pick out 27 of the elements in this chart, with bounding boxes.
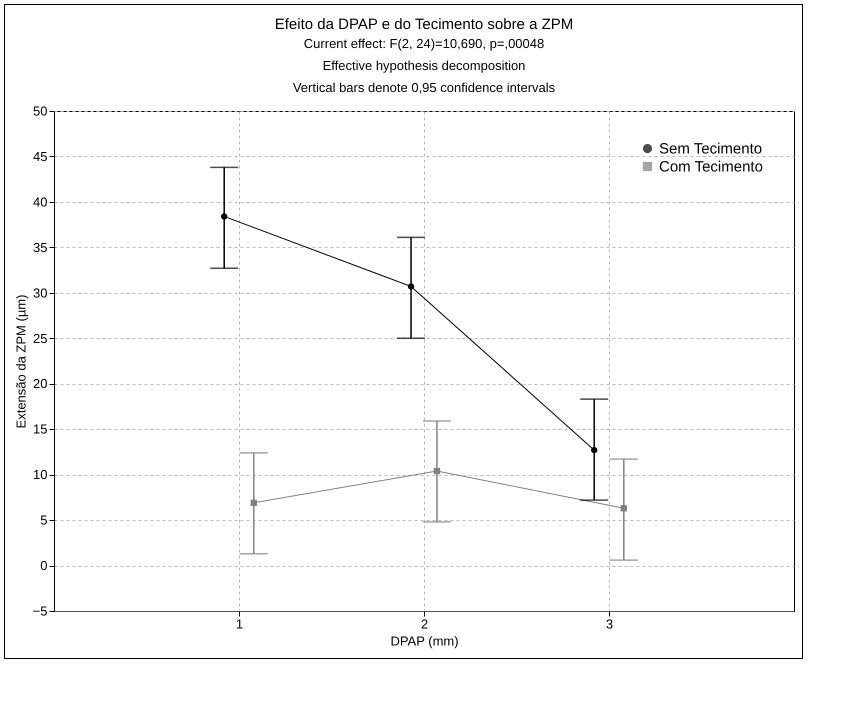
y-tick-label: 10 [33, 467, 48, 482]
y-tick-label: 25 [33, 330, 48, 346]
point [591, 446, 598, 454]
point [250, 500, 257, 506]
y-axis-title: Extensão da ZPM (µm) [14, 294, 29, 428]
y-tick-label: 40 [33, 194, 48, 210]
x-tick-label: 1 [236, 616, 244, 632]
y-tick-label: 5 [40, 512, 48, 528]
y-tick-label: 45 [33, 148, 48, 164]
y-tick-label: 20 [33, 376, 48, 392]
point [221, 213, 228, 220]
y-tick-label: 30 [33, 285, 48, 300]
x-tick-label: 3 [606, 616, 614, 632]
x-axis-title: DPAP (mm) [390, 634, 459, 648]
y-tick-label: 35 [33, 240, 48, 255]
point [408, 283, 414, 290]
y-tick-label: 50 [33, 104, 48, 118]
point [434, 468, 440, 474]
legend-label: Sem Tecimento [659, 140, 762, 158]
chart-title: Efeito da DPAP e do Tecimento sobre a ZPM [274, 16, 574, 33]
y-tick-label: −5 [32, 604, 48, 618]
y-tick-label: 0 [40, 558, 48, 574]
y-tick-label: 15 [33, 422, 48, 437]
point [620, 505, 627, 512]
chart-subtitle: Current effect: F(2, 24)=10,690, p=,00048 Effective hypothesis decomposition Vertical bars denote 0,95 confidence intervals [292, 36, 556, 95]
legend-label: Com Tecimento [659, 158, 763, 176]
x-tick-label: 2 [420, 616, 428, 632]
